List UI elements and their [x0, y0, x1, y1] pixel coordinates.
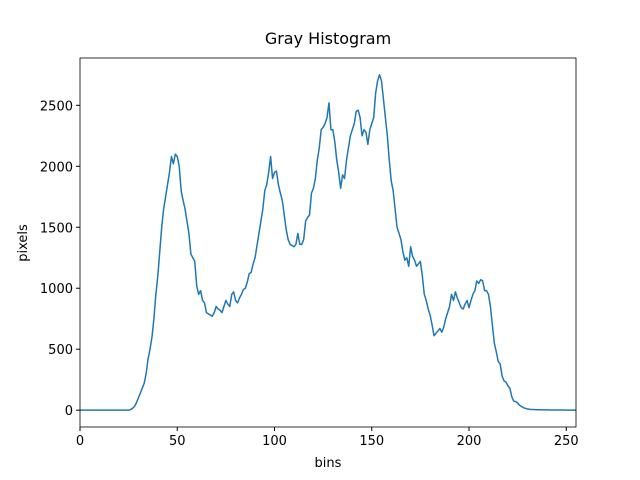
y-tick-label: 1500	[40, 221, 73, 236]
x-tick-label: 100	[262, 434, 287, 449]
y-tick-label: 500	[48, 343, 73, 358]
line-series	[80, 74, 576, 411]
x-tick-label: 0	[76, 434, 84, 449]
x-axis-label: bins	[315, 456, 342, 471]
plot-frame	[79, 57, 577, 428]
x-tick-label: 50	[169, 434, 186, 449]
y-tick-label: 2500	[40, 99, 73, 114]
y-axis-label: pixels	[16, 224, 31, 262]
y-tick-label: 1000	[40, 282, 73, 297]
x-tick-label: 250	[554, 434, 579, 449]
x-tick-label: 200	[457, 434, 482, 449]
chart-title: Gray Histogram	[265, 29, 391, 48]
y-tick-label: 2000	[40, 160, 73, 175]
y-tick-label: 0	[65, 404, 73, 419]
x-tick-label: 150	[359, 434, 384, 449]
